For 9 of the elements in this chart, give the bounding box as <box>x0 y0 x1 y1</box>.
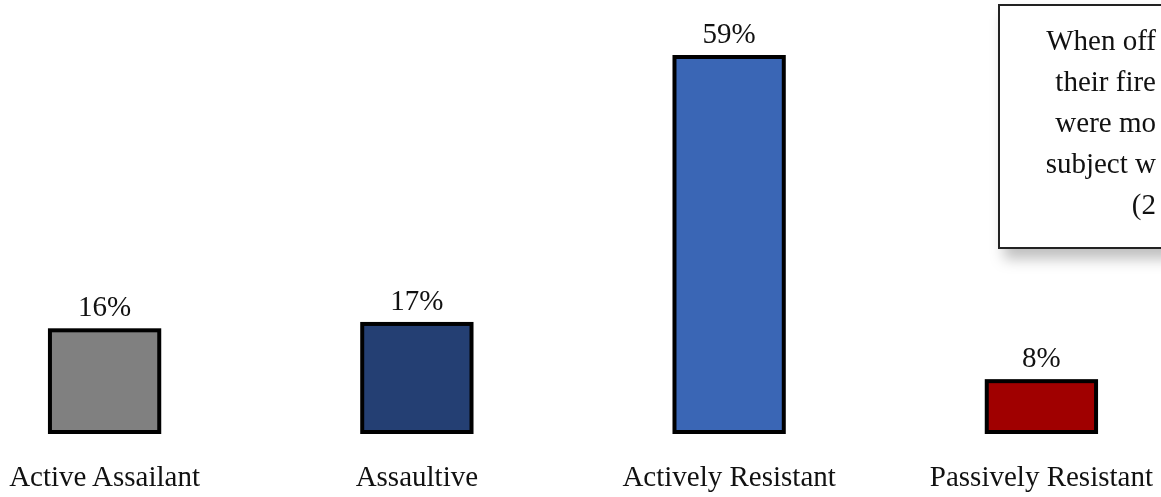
x-tick-label: Actively Resistant <box>622 460 836 492</box>
data-label: 59% <box>702 17 756 49</box>
x-tick-label: Passively Resistant <box>929 460 1153 492</box>
annotation: When off their fire were mo subject w (2 <box>1045 24 1157 221</box>
x-tick-label: Assaultive <box>355 460 479 492</box>
data-label: 8% <box>1022 341 1061 374</box>
data-label: 16% <box>78 290 132 323</box>
data-label: 17% <box>390 283 444 316</box>
x-tick-label: Active Assailant <box>9 460 201 492</box>
